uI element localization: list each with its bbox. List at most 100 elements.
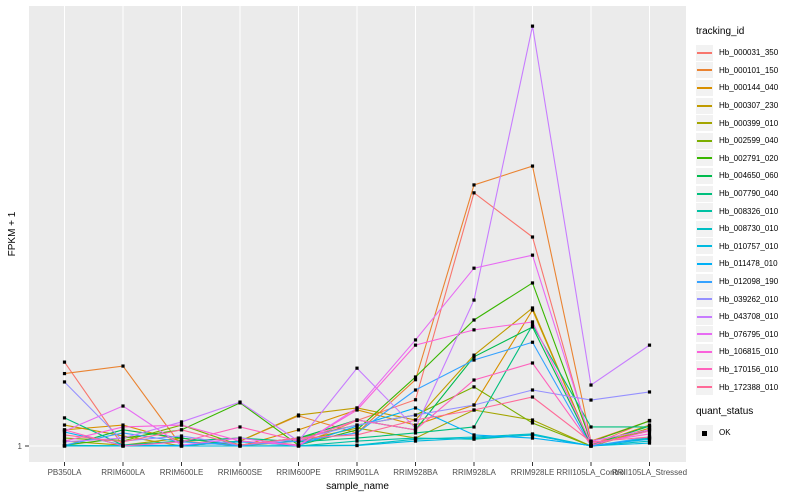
legend-item-Hb_000399_010: Hb_000399_010: [690, 114, 800, 132]
legend-line-icon: [697, 350, 712, 353]
data-point-marker: [472, 408, 476, 412]
data-point-marker: [62, 433, 67, 437]
legend-item-Hb_008326_010: Hb_008326_010: [690, 202, 800, 220]
data-point-marker: [530, 164, 535, 168]
data-point-marker: [530, 308, 535, 312]
data-point-marker: [121, 436, 125, 440]
legend-item-Hb_002599_040: Hb_002599_040: [690, 132, 800, 150]
data-point-marker: [355, 418, 359, 422]
data-point-marker: [238, 436, 242, 440]
data-point-marker: [238, 443, 242, 447]
legend-item-Hb_106815_010: Hb_106815_010: [690, 343, 800, 361]
data-point-marker: [472, 425, 476, 429]
data-point-marker: [413, 418, 418, 422]
legend-item-label: Hb_039262_010: [719, 294, 779, 304]
data-point-marker: [413, 431, 418, 435]
data-point-marker: [413, 378, 418, 382]
data-point-marker: [530, 421, 535, 425]
data-point-marker: [62, 423, 67, 427]
data-point-marker: [472, 433, 476, 437]
legend-line-icon: [697, 333, 712, 336]
x-tick-label: RRIM901LA: [335, 468, 379, 477]
legend-item-label: Hb_000307_230: [719, 101, 779, 111]
data-point-marker: [589, 398, 593, 402]
legend-item-label: Hb_011478_010: [719, 259, 778, 269]
data-point-marker: [472, 385, 476, 389]
data-point-marker: [62, 416, 67, 420]
x-tick-label: RRIM600LE: [160, 468, 204, 477]
legend-panel: tracking_id Hb_000031_350 Hb_000101_150 Hb…: [690, 26, 800, 441]
data-point-marker: [413, 338, 418, 342]
legend-key-swatch: [696, 343, 713, 360]
data-point-marker: [355, 408, 359, 412]
legend-item-label: Hb_000399_010: [719, 118, 779, 128]
data-point-marker: [589, 383, 593, 387]
legend-item-label: Hb_008326_010: [719, 206, 779, 216]
legend-item-label: Hb_004650_060: [719, 171, 779, 181]
legend-line-icon: [697, 386, 712, 389]
legend-title-tracking-id: tracking_id: [696, 26, 745, 37]
data-point-marker: [121, 423, 125, 427]
data-point-marker: [472, 436, 476, 440]
data-point-marker: [355, 423, 359, 427]
data-point-marker: [647, 390, 652, 394]
data-point-marker: [647, 435, 652, 439]
legend-item-Hb_008730_010: Hb_008730_010: [690, 220, 800, 238]
data-point-marker: [413, 428, 418, 432]
quant-status-legend: quant_status OK: [690, 406, 800, 442]
legend-key-swatch: [696, 273, 713, 290]
data-point-marker: [472, 328, 476, 332]
legend-item-Hb_076795_010: Hb_076795_010: [690, 326, 800, 344]
data-point-marker: [355, 433, 359, 437]
data-point-marker: [472, 378, 476, 382]
data-point-marker: [296, 428, 301, 432]
data-point-marker: [238, 400, 242, 404]
data-point-marker: [530, 320, 535, 324]
data-point-marker: [121, 431, 125, 435]
data-point-marker: [179, 443, 184, 447]
data-point-marker: [355, 443, 359, 448]
legend-key-swatch: [696, 115, 713, 132]
legend-line-icon: [697, 86, 712, 89]
quant-status-item: OK: [690, 424, 800, 442]
quant-status-items: OK: [690, 424, 800, 442]
legend-item-Hb_039262_010: Hb_039262_010: [690, 290, 800, 308]
legend-key-swatch: [696, 308, 713, 325]
data-point-marker: [589, 440, 593, 444]
legend-item-label: Hb_000144_040: [719, 83, 779, 93]
legend-item-label: Hb_172388_010: [719, 382, 779, 392]
data-point-marker: [121, 444, 125, 448]
data-point-marker: [179, 434, 184, 438]
data-point-marker: [647, 439, 652, 443]
data-point-marker: [530, 24, 535, 28]
x-tick-label: RRIM600SE: [218, 468, 262, 477]
legend-line-icon: [697, 69, 712, 72]
legend-item-label: Hb_002791_020: [719, 153, 779, 163]
data-point-marker: [413, 388, 418, 392]
data-point-marker: [413, 437, 418, 441]
legend-item-Hb_010757_010: Hb_010757_010: [690, 238, 800, 256]
legend-item-Hb_007790_040: Hb_007790_040: [690, 185, 800, 203]
legend-item-label: Hb_008730_010: [719, 224, 779, 234]
data-point-marker: [238, 425, 242, 429]
legend-item-Hb_012098_190: Hb_012098_190: [690, 273, 800, 291]
legend-item-label: Hb_106815_010: [719, 347, 779, 357]
legend-item-label: Hb_012098_190: [719, 277, 779, 287]
data-point-marker: [413, 375, 418, 379]
x-tick-label: RRIM600PE: [276, 468, 320, 477]
data-point-marker: [62, 436, 67, 440]
legend-key-swatch: [696, 361, 713, 378]
legend-line-icon: [697, 315, 712, 318]
x-tick-label: RRIM600LA: [101, 468, 145, 477]
data-point-marker: [530, 418, 535, 422]
data-point-marker: [121, 425, 125, 429]
legend-line-icon: [697, 368, 712, 371]
data-point-marker: [413, 439, 418, 443]
x-tick-label: RRIM928BA: [393, 468, 438, 477]
data-point-marker: [413, 398, 418, 402]
legend-key-swatch: [696, 379, 713, 396]
legend-item-Hb_000101_150: Hb_000101_150: [690, 62, 800, 80]
data-point-marker: [413, 406, 418, 410]
legend-item-Hb_043708_010: Hb_043708_010: [690, 308, 800, 326]
data-point-marker: [179, 440, 184, 444]
